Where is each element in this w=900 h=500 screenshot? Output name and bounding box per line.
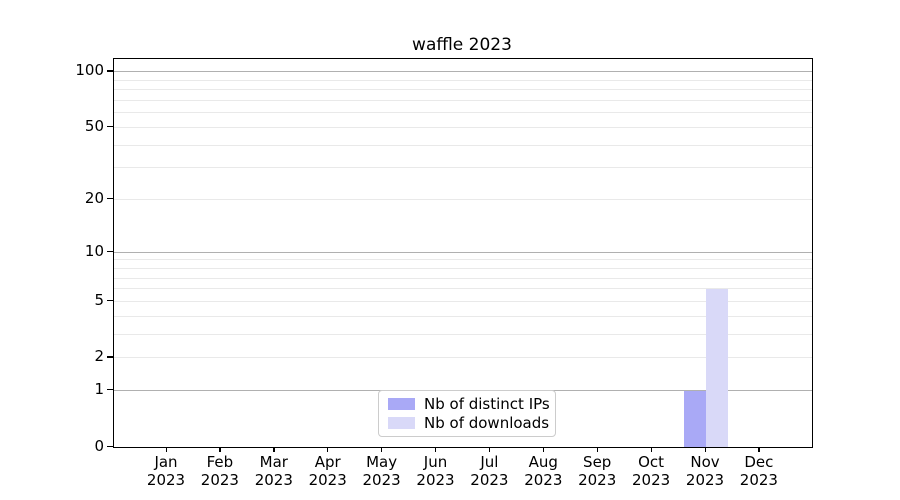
x-tick-label: Apr 2023 (308, 453, 347, 489)
legend-swatch-downloads (388, 417, 415, 429)
minor-gridline (114, 89, 812, 91)
minor-gridline (114, 267, 812, 269)
legend-label-downloads: Nb of downloads (424, 414, 550, 432)
x-tick-label: Nov 2023 (685, 453, 725, 489)
x-tick-label: Jun 2023 (416, 453, 455, 489)
major-gridline (114, 251, 812, 253)
minor-gridline (114, 259, 812, 261)
x-tick-mark (435, 447, 437, 452)
x-tick-label: May 2023 (362, 453, 401, 489)
x-tick-mark (704, 447, 706, 452)
y-tick-mark (107, 126, 113, 128)
x-tick-mark (381, 447, 383, 452)
legend-item-downloads: Nb of downloads (388, 414, 550, 432)
minor-gridline (114, 79, 812, 81)
y-tick-mark (107, 445, 113, 447)
x-tick-mark (650, 447, 652, 452)
y-tick-mark (107, 299, 113, 302)
x-tick-mark (273, 447, 275, 452)
y-tick-label: 100 (75, 61, 104, 80)
y-tick-label: 0 (94, 436, 104, 455)
x-tick-label: Oct 2023 (632, 453, 671, 489)
x-tick-mark (488, 447, 491, 452)
y-tick-label: 20 (84, 189, 104, 208)
y-tick-mark (107, 356, 113, 358)
minor-gridline (114, 288, 812, 290)
bar-nb-of-distinct-ips (684, 390, 706, 447)
major-gridline (114, 71, 812, 73)
y-tick-mark (107, 250, 113, 252)
x-tick-mark (165, 447, 167, 452)
x-tick-label: Dec 2023 (739, 453, 778, 489)
minor-gridline (114, 100, 812, 102)
y-tick-label: 5 (94, 290, 104, 309)
x-tick-label: Jul 2023 (470, 453, 509, 489)
x-tick-label: Feb 2023 (200, 453, 239, 489)
minor-gridline (114, 277, 812, 279)
x-tick-mark (596, 447, 598, 452)
minor-gridline (114, 127, 812, 128)
x-tick-mark (219, 447, 221, 452)
minor-gridline (114, 357, 812, 359)
minor-gridline (114, 112, 812, 114)
y-tick-label: 50 (84, 117, 104, 135)
minor-gridline (114, 300, 812, 302)
minor-gridline (114, 199, 812, 201)
legend-swatch-distinct-ips (388, 398, 415, 410)
plot-area (113, 58, 813, 448)
x-tick-mark (542, 447, 545, 452)
x-tick-label: Jan 2023 (146, 453, 186, 489)
x-tick-label: Sep 2023 (578, 453, 617, 489)
bar-nb-of-downloads (706, 288, 728, 447)
minor-gridline (114, 167, 812, 169)
chart-title: waffle 2023 (412, 35, 512, 55)
x-tick-mark (327, 447, 329, 452)
legend-item-distinct-ips: Nb of distinct IPs (388, 396, 550, 412)
x-tick-label: Aug 2023 (524, 453, 563, 489)
x-tick-label: Mar 2023 (254, 453, 293, 489)
legend-label-distinct-ips: Nb of distinct IPs (424, 395, 550, 413)
legend: Nb of distinct IPs Nb of downloads (378, 390, 556, 437)
minor-gridline (114, 144, 812, 146)
y-tick-label: 2 (94, 347, 104, 366)
y-tick-label: 1 (94, 380, 104, 399)
minor-gridline (114, 333, 812, 335)
y-tick-mark (107, 70, 113, 72)
y-tick-mark (107, 389, 113, 391)
x-tick-mark (758, 447, 760, 452)
y-tick-mark (107, 198, 113, 200)
y-tick-label: 10 (84, 241, 104, 260)
minor-gridline (114, 315, 812, 317)
